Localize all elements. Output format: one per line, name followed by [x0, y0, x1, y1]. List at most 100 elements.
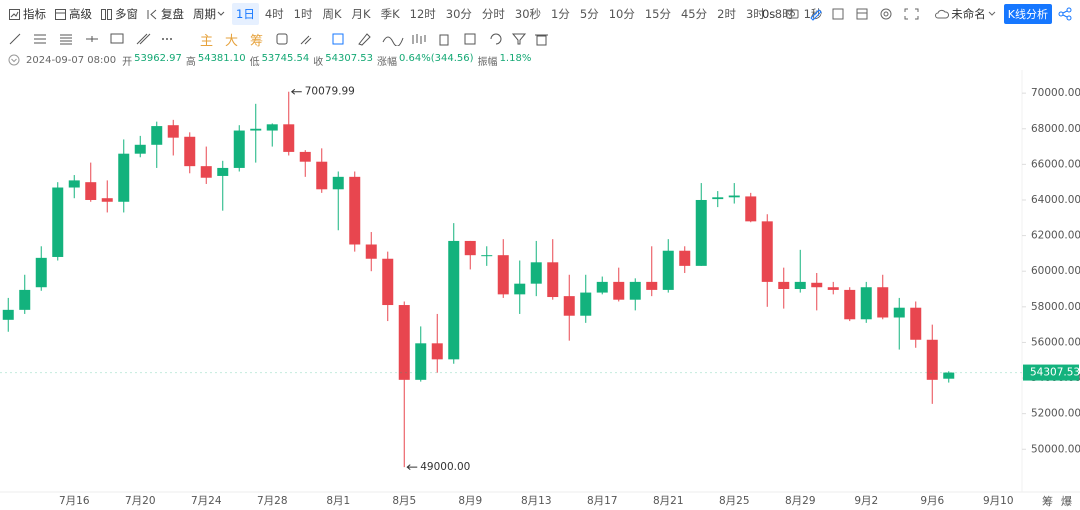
y-tick-label: 56000.00 [1031, 336, 1080, 348]
candle-body [398, 305, 410, 380]
footer: 筹 爆 [1034, 492, 1072, 510]
toolbar-icons[interactable] [785, 7, 935, 21]
candle-body [877, 287, 889, 318]
candle-body [629, 281, 641, 300]
x-tick-label: 9月2 [854, 495, 878, 507]
last-price-label: 54307.53 [1030, 367, 1080, 379]
tool-button[interactable]: 多窗 [101, 6, 138, 22]
analysis-button[interactable]: K线分析 [1003, 4, 1052, 24]
candle-body [250, 128, 262, 131]
drawing-tools[interactable] [8, 32, 194, 46]
period-button[interactable]: 1日 [232, 3, 259, 25]
candle-body [382, 258, 394, 306]
candle-body [151, 126, 163, 145]
period-menu[interactable]: 周期 [193, 6, 229, 22]
period-button[interactable]: 周K [322, 7, 342, 21]
footer-button[interactable]: 筹 [1042, 495, 1053, 508]
period-button[interactable]: 30秒 [514, 7, 542, 21]
info-bar: 2024-09-07 08:00 开 53962.97 高 54381.10 低 5374… [0, 52, 535, 68]
y-tick-label: 58000.00 [1031, 301, 1080, 313]
annotation-label: 70079.99 [305, 86, 355, 98]
info-time: 2024-09-07 08:00 [26, 54, 117, 66]
period-button[interactable]: 45分 [680, 7, 708, 21]
candle-body [184, 136, 196, 167]
footer-button[interactable]: 爆 [1061, 495, 1072, 508]
candle-body [299, 151, 311, 162]
candle-body [316, 161, 328, 190]
x-tick-label: 8月21 [653, 495, 684, 507]
collapse-icon[interactable] [8, 54, 20, 66]
candle-body [844, 289, 856, 320]
period-button[interactable]: 季K [380, 7, 400, 21]
candle-body [431, 343, 443, 360]
info-label: 低 [249, 56, 260, 68]
candle-body [2, 309, 14, 320]
candle-body [910, 307, 922, 340]
info-value: 0.64%(344.56) [399, 52, 474, 64]
last-price-tag [1023, 364, 1079, 381]
candle-body [283, 124, 295, 152]
y-tick-label: 64000.00 [1031, 194, 1080, 206]
candle-body [266, 124, 278, 131]
tool-button[interactable]: 高级 [55, 6, 92, 22]
more-tools[interactable] [275, 32, 575, 46]
candle-body [613, 281, 625, 300]
period-button[interactable]: 5分 [579, 7, 599, 21]
indicator-button[interactable]: 大 [225, 33, 239, 49]
indicator-button[interactable]: 筹 [250, 33, 264, 49]
candle-body [679, 250, 691, 266]
candle-body [943, 372, 955, 379]
indicator-button[interactable]: 主 [200, 33, 214, 49]
x-tick-label: 8月13 [521, 495, 552, 507]
period-button[interactable]: 3时 [745, 7, 765, 21]
candle-body [68, 180, 80, 188]
period-button[interactable]: 1分 [551, 7, 570, 21]
period-button[interactable]: 1时 [293, 7, 313, 21]
candle-body [349, 176, 361, 245]
candle-body [52, 187, 64, 257]
period-button[interactable]: 10分 [608, 7, 635, 21]
info-value: 53962.97 [134, 52, 182, 64]
period-button[interactable]: 月K [351, 7, 371, 21]
info-value: 53745.54 [261, 52, 310, 64]
layout-name[interactable]: 未命名 [951, 7, 986, 21]
period-button[interactable]: 15分 [644, 7, 671, 21]
candle-body [745, 196, 757, 222]
tool-label: 复盘 [161, 7, 184, 21]
x-tick-label: 8月29 [785, 495, 816, 507]
candle-body [860, 287, 872, 320]
candle-body [596, 281, 608, 293]
candle-body [547, 262, 559, 298]
countdown: 0s [761, 7, 776, 21]
annotation-arrow [290, 88, 302, 95]
candle-body [761, 221, 773, 282]
period-button[interactable]: 分时 [481, 7, 505, 21]
candle-body [464, 240, 476, 256]
x-tick-label: 8月25 [719, 495, 750, 507]
y-tick-label: 50000.00 [1031, 443, 1080, 455]
tool-button[interactable]: 复盘 [147, 6, 184, 22]
period-button[interactable]: 4时 [264, 7, 284, 21]
candle-body [778, 281, 790, 290]
candle-body [415, 343, 427, 380]
candle-body [662, 250, 674, 290]
candle-body [448, 240, 460, 360]
share-icon[interactable] [1058, 7, 1074, 21]
tool-button[interactable]: 指标 [9, 6, 46, 22]
candle-body [118, 153, 130, 202]
candle-body [695, 199, 707, 266]
annotation-label: 49000.00 [420, 461, 470, 473]
annotation-arrow [406, 464, 418, 470]
tool-label: 多窗 [115, 7, 138, 21]
candle-body [893, 307, 905, 318]
period-button[interactable]: 2时 [717, 7, 736, 21]
info-label: 振幅 [477, 56, 498, 68]
drawing-toolbar: 主 大 筹 [0, 28, 600, 50]
x-tick-label: 8月17 [587, 495, 618, 507]
x-tick-label: 7月20 [125, 495, 156, 507]
info-label: 收 [313, 56, 324, 68]
period-button[interactable]: 30分 [445, 7, 472, 21]
period-button[interactable]: 1秒 [803, 7, 823, 21]
period-button[interactable]: 12时 [409, 7, 436, 21]
